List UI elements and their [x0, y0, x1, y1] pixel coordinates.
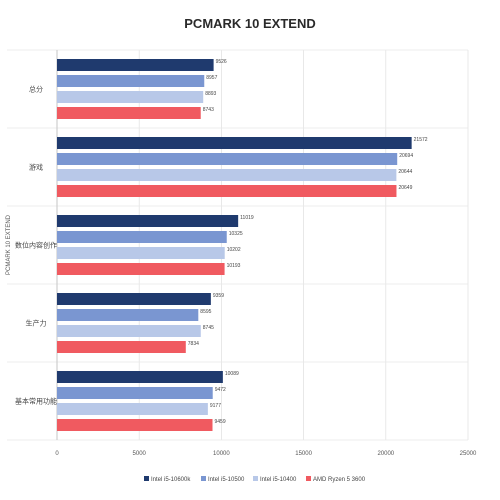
bar	[57, 387, 213, 399]
legend-swatch	[201, 476, 206, 481]
data-label: 8745	[203, 325, 214, 331]
category-label: 基本常用功能	[15, 397, 57, 406]
data-label: 10193	[227, 263, 241, 269]
legend-label: AMD Ryzen 5 3600	[313, 477, 366, 483]
data-label: 11019	[240, 215, 254, 221]
bar	[57, 325, 201, 337]
bar	[57, 231, 227, 243]
data-label: 20644	[398, 169, 412, 175]
bar	[57, 107, 201, 119]
data-label: 10202	[227, 247, 241, 253]
legend-label: Intel i5-10600k	[151, 477, 191, 483]
category-label: 游戏	[29, 163, 43, 172]
bar	[57, 137, 412, 149]
labels: 0 5000 10000 15000 20000 25000 总分 9526 8957 8893 8…	[15, 59, 477, 457]
bar	[57, 403, 208, 415]
data-label: 21572	[414, 137, 428, 143]
data-label: 9359	[213, 293, 224, 299]
bar	[57, 91, 204, 103]
bar	[57, 185, 397, 197]
legend: Intel i5-10600k Intel i5-10500 Intel i5-10…	[144, 476, 366, 483]
data-label: 20649	[398, 185, 412, 191]
legend-label: Intel i5-10400	[260, 477, 297, 483]
bar	[57, 263, 225, 275]
data-label: 10089	[225, 371, 239, 377]
category-label: 生产力	[26, 319, 47, 328]
x-tick-label: 0	[55, 451, 59, 457]
bar	[57, 169, 397, 181]
bar	[57, 341, 186, 353]
data-label: 8893	[205, 91, 216, 97]
category-label: 总分	[29, 85, 43, 94]
data-label: 8743	[203, 107, 214, 113]
legend-swatch	[144, 476, 149, 481]
bars	[57, 59, 412, 431]
data-label: 8957	[206, 75, 217, 81]
bar	[57, 309, 199, 321]
x-tick-label: 20000	[377, 451, 394, 457]
legend-label: Intel i5-10500	[208, 477, 245, 483]
legend-swatch	[306, 476, 311, 481]
data-label: 9459	[215, 419, 226, 425]
bar	[57, 247, 225, 259]
bar	[57, 215, 239, 227]
bar	[57, 59, 214, 71]
bar	[57, 419, 213, 431]
x-tick-label: 10000	[213, 451, 230, 457]
y-axis-label: PCMARK 10 EXTEND	[6, 214, 12, 275]
bar	[57, 293, 211, 305]
bar	[57, 371, 223, 383]
legend-swatch	[253, 476, 258, 481]
data-label: 9472	[215, 387, 226, 393]
data-label: 9526	[216, 59, 227, 65]
category-label: 数位内容创作	[15, 241, 57, 250]
data-label: 10325	[229, 231, 243, 237]
x-tick-label: 5000	[133, 451, 147, 457]
bar	[57, 75, 205, 87]
x-tick-label: 25000	[460, 451, 477, 457]
data-label: 8595	[200, 309, 211, 315]
data-label: 9177	[210, 403, 221, 409]
data-label: 20694	[399, 153, 413, 159]
data-label: 7834	[188, 341, 199, 347]
chart-title: PCMARK 10 EXTEND	[184, 16, 315, 31]
x-tick-label: 15000	[295, 451, 312, 457]
bar	[57, 153, 398, 165]
